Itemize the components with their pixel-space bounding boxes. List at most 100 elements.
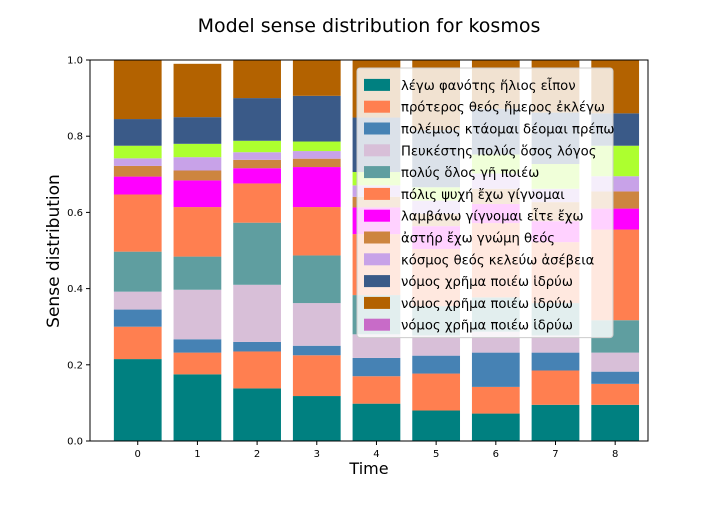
bar-segment: [233, 152, 281, 160]
legend-label: πολέμιος κτάομαι δέομαι πρέπω: [401, 122, 614, 138]
legend-label: πολύς ὅλος γῆ ποιέω: [401, 165, 539, 181]
x-tick-label: 1: [194, 449, 200, 460]
legend-swatch: [364, 253, 390, 266]
bar-segment: [292, 207, 341, 256]
bar-segment: [292, 158, 341, 168]
bar-segment: [233, 388, 281, 441]
bar-segment: [292, 151, 341, 159]
legend-label: Πευκέστης πολύς ὅσος λόγος: [401, 143, 596, 159]
bar-segment: [352, 334, 401, 358]
legend-label: νόμος χρῆμα ποιέω ἱδρύω: [401, 296, 573, 312]
legend-swatch: [364, 296, 390, 309]
legend-label: πρότερος θεός ἥμερος ἐκλέγω: [401, 100, 605, 116]
bar-segment: [591, 371, 640, 384]
bar-segment: [173, 289, 222, 340]
legend-swatch: [364, 78, 390, 91]
y-tick-label: 0.6: [67, 208, 83, 219]
x-tick-label: 0: [135, 449, 141, 460]
bar-segment: [233, 183, 281, 223]
bar-segment: [233, 159, 281, 169]
axes-group: 0.0 0.2 0.4 0.6 0.8 1.0 0 1 2 3 4 5 6 7 8: [67, 56, 649, 460]
bar-segment: [412, 355, 461, 374]
bar-segment: [292, 303, 341, 346]
bar-segment: [113, 119, 162, 146]
bar-segment: [233, 341, 281, 352]
bar-segment: [173, 180, 222, 208]
plot-frame: [89, 59, 649, 442]
bar-segment: [412, 335, 461, 356]
legend-swatch: [364, 166, 390, 179]
bar-segment: [233, 140, 281, 153]
legend-swatch: [364, 318, 390, 331]
bar-segment: [173, 207, 222, 257]
bar-segment: [173, 143, 222, 158]
bar-segment: [113, 158, 162, 166]
legend-swatch: [364, 100, 390, 113]
legend-swatch: [364, 231, 390, 244]
bar-segment: [412, 373, 461, 411]
legend-swatch: [364, 187, 390, 200]
bar-segment: [113, 291, 162, 310]
y-tick-label: 0.4: [67, 284, 83, 295]
y-tick-label: 0.2: [67, 360, 83, 371]
bar-segment: [531, 370, 580, 405]
bar-segment: [113, 359, 162, 441]
bar-segment: [233, 98, 281, 141]
chart-title: Model sense distribution for kosmos: [198, 15, 541, 37]
legend-label: πόλις ψυχή ἔχω γίγνομαι: [401, 187, 565, 203]
bar-segment: [113, 145, 162, 159]
x-tick-label: 7: [552, 449, 558, 460]
bar-segment: [591, 352, 640, 372]
y-tick-label: 0.0: [67, 437, 83, 448]
bar-segment: [591, 404, 640, 441]
bar-segment: [113, 251, 162, 292]
legend-label: ἀστήρ ἔχω γνώμη θεός: [401, 231, 555, 247]
bar-segment: [233, 284, 281, 342]
bar-segment: [173, 117, 222, 144]
legend: λέγω φανότης ἥλιος εἶπον πρότερος θεός ἥμ…: [356, 67, 614, 339]
legend-label: λέγω φανότης ἥλιος εἶπον: [401, 77, 576, 94]
x-tick-label: 4: [373, 449, 379, 460]
y-axis-label: Sense distribution: [44, 174, 64, 328]
legend-swatch: [364, 144, 390, 157]
legend-swatch: [364, 122, 390, 135]
bar-segment: [173, 352, 222, 375]
bar-segment: [233, 222, 281, 285]
bar-segment: [352, 357, 401, 377]
bar-segment: [471, 386, 520, 414]
bar-segment: [292, 95, 341, 142]
legend-label: νόμος χρῆμα ποιέω ἱδρύω: [401, 318, 573, 334]
bar-segment: [233, 168, 281, 184]
bar-segment: [531, 335, 580, 353]
x-axis-label: Time: [348, 459, 388, 478]
bar-segment: [412, 410, 461, 441]
bar-segment: [531, 352, 580, 371]
x-tick-label: 3: [314, 449, 320, 460]
y-tick-label: 1.0: [67, 56, 83, 67]
bar-segment: [352, 403, 401, 441]
bar-segment: [113, 176, 162, 195]
bar-segment: [173, 63, 222, 118]
legend-label: νόμος χρῆμα ποιέω ἱδρύω: [401, 274, 573, 290]
x-tick-label: 6: [493, 449, 499, 460]
bar-segment: [233, 60, 281, 99]
bar-segment: [531, 404, 580, 441]
bar-segment: [173, 374, 222, 441]
legend-box: [356, 67, 614, 339]
bar-segment: [292, 355, 341, 397]
bar-segment: [173, 339, 222, 353]
legend-swatch: [364, 209, 390, 222]
bar-segment: [113, 165, 162, 177]
bar-segment: [113, 326, 162, 360]
x-tick-label: 8: [612, 449, 618, 460]
bar-segment: [292, 167, 341, 208]
legend-label: κόσμος θεός κελεύω ἀσέβεια: [401, 252, 595, 268]
bar-segment: [113, 309, 162, 327]
legend-swatch: [364, 275, 390, 288]
bar-segment: [352, 376, 401, 404]
bar-segment: [113, 60, 162, 120]
bar-segment: [173, 256, 222, 290]
bar-segment: [292, 396, 341, 441]
